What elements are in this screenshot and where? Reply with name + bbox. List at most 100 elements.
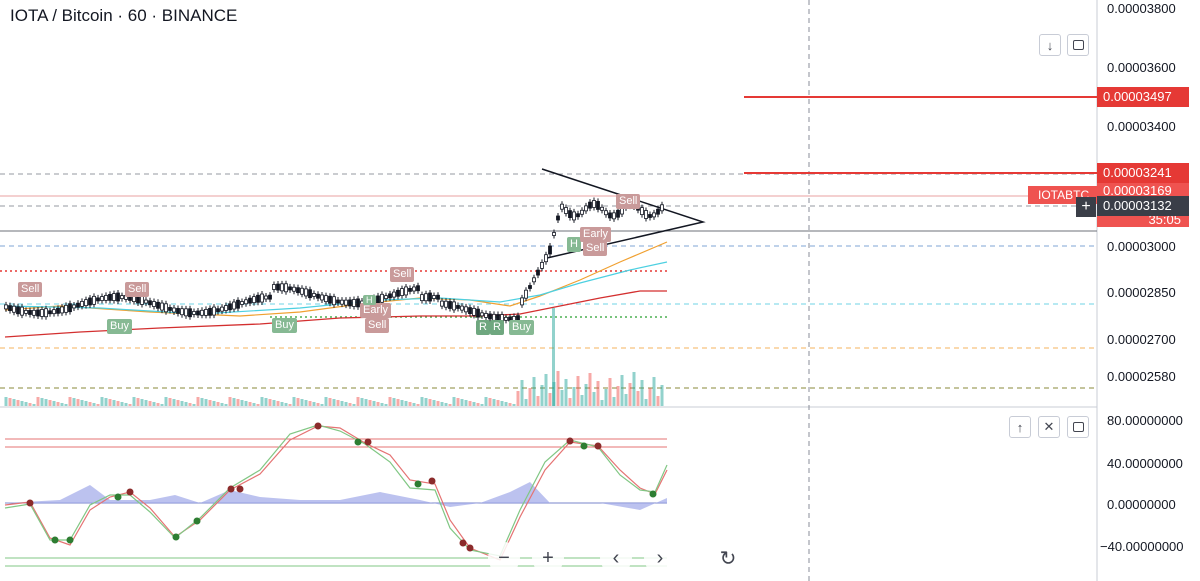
volume-bar [300,399,304,406]
candle-body [72,304,76,309]
candle-body [224,305,228,311]
candle-body [428,292,432,302]
volume-bar [256,404,260,406]
price-label: 0.00002580 [1107,369,1176,384]
sell-signal[interactable]: Sell [583,241,608,256]
candle-body [644,210,648,219]
sell-signal[interactable]: Sell [18,282,43,297]
zoom-out-button[interactable]: − [488,542,520,574]
volume-bar [420,397,424,406]
volume-bar [220,403,224,406]
candle-body [460,305,464,311]
rebound-signal[interactable]: R [490,320,504,335]
candle-body [268,294,272,300]
candle-body [480,312,484,317]
candle-body [600,206,604,211]
volume-bar [488,398,492,406]
volume-bar [212,401,216,406]
volume-bar [400,400,404,406]
chevron-left-icon: ‹ [612,546,620,569]
candle-body [464,306,468,313]
volume-bar [348,403,352,406]
candlestick-series[interactable] [4,197,664,326]
hold-signal[interactable]: H [363,295,376,305]
candle-body [416,285,420,292]
candle-body [332,296,336,306]
volume-bar [484,397,488,406]
oscillator-cross-dot [580,442,588,450]
candle-body [304,288,308,297]
volume-bar [156,403,160,406]
buy-signal[interactable]: Buy [107,319,132,334]
volume-bar [356,397,360,406]
oscillator-cross-dot [26,499,34,507]
candle-body [444,300,448,308]
close-pane-button[interactable]: ✕ [1038,416,1060,438]
candle-body [280,283,284,292]
sell-signal[interactable]: Sell [616,194,641,209]
volume-bar [608,378,612,406]
candle-body [476,308,480,318]
candle-body [328,295,332,304]
volume-bar [240,400,244,406]
candle-body [272,284,276,290]
sell-signal[interactable]: Sell [365,318,390,333]
rebound-signal[interactable]: R [476,320,490,335]
volume-bar [148,401,152,406]
collapse-button[interactable]: ↓ [1039,34,1061,56]
scroll-left-button[interactable]: ‹ [600,542,632,574]
indicator-label: 80.00000000 [1107,413,1183,428]
volume-bar [516,391,520,406]
volume-bar [392,398,396,406]
volume-bar [480,404,484,406]
volume-bar [644,399,648,406]
hold-signal[interactable]: H [567,237,581,252]
buy-signal[interactable]: Buy [272,318,297,333]
scroll-right-button[interactable]: › [644,542,676,574]
volume-bar [584,384,588,406]
volume-bar [492,399,496,406]
volume-bar [8,398,12,406]
arrow-up-icon: ↑ [1016,419,1024,435]
volume-bar [68,397,72,406]
volume-bar [332,399,336,406]
volume-bar [108,399,112,406]
early-signal[interactable]: Early [360,303,392,318]
moving-average-slow[interactable] [4,290,667,338]
crosshair-icon[interactable]: + [1076,197,1096,217]
volume-bar [624,394,628,406]
candle-body [44,308,48,318]
reset-chart-button[interactable]: ↻ [712,542,744,574]
volume-bar [648,388,652,406]
moving-average-mid[interactable] [4,241,668,317]
candle-body [604,210,608,216]
candle-body [36,309,40,317]
volume-bar [340,401,344,406]
volume-bar [56,402,60,406]
volume-bar [64,404,68,406]
candle-body [192,311,196,315]
arrow-down-icon: ↓ [1046,37,1054,53]
sell-signal[interactable]: Sell [125,282,150,297]
moving-average-fast[interactable] [4,261,668,315]
candle-body [180,308,184,316]
oscillator-signal-line [4,425,668,561]
oscillator-cross-dot [414,480,422,488]
volume-bar [228,397,232,406]
sell-signal[interactable]: Sell [390,267,415,282]
move-up-button[interactable]: ↑ [1009,416,1031,438]
candle-body [116,292,120,302]
buy-signal[interactable]: Buy [509,320,534,335]
candle-body [468,307,472,315]
early-signal[interactable]: Early [580,227,612,242]
candle-body [184,308,188,317]
maximize-button[interactable] [1067,34,1089,56]
volume-bar [92,403,96,406]
price-label: 0.00003600 [1107,60,1176,75]
symbol-title[interactable]: IOTA / Bitcoin · 60 · BINANCE [10,6,238,25]
volume-bar [660,385,664,406]
zoom-in-button[interactable]: + [532,542,564,574]
maximize-pane-button[interactable] [1067,416,1089,438]
